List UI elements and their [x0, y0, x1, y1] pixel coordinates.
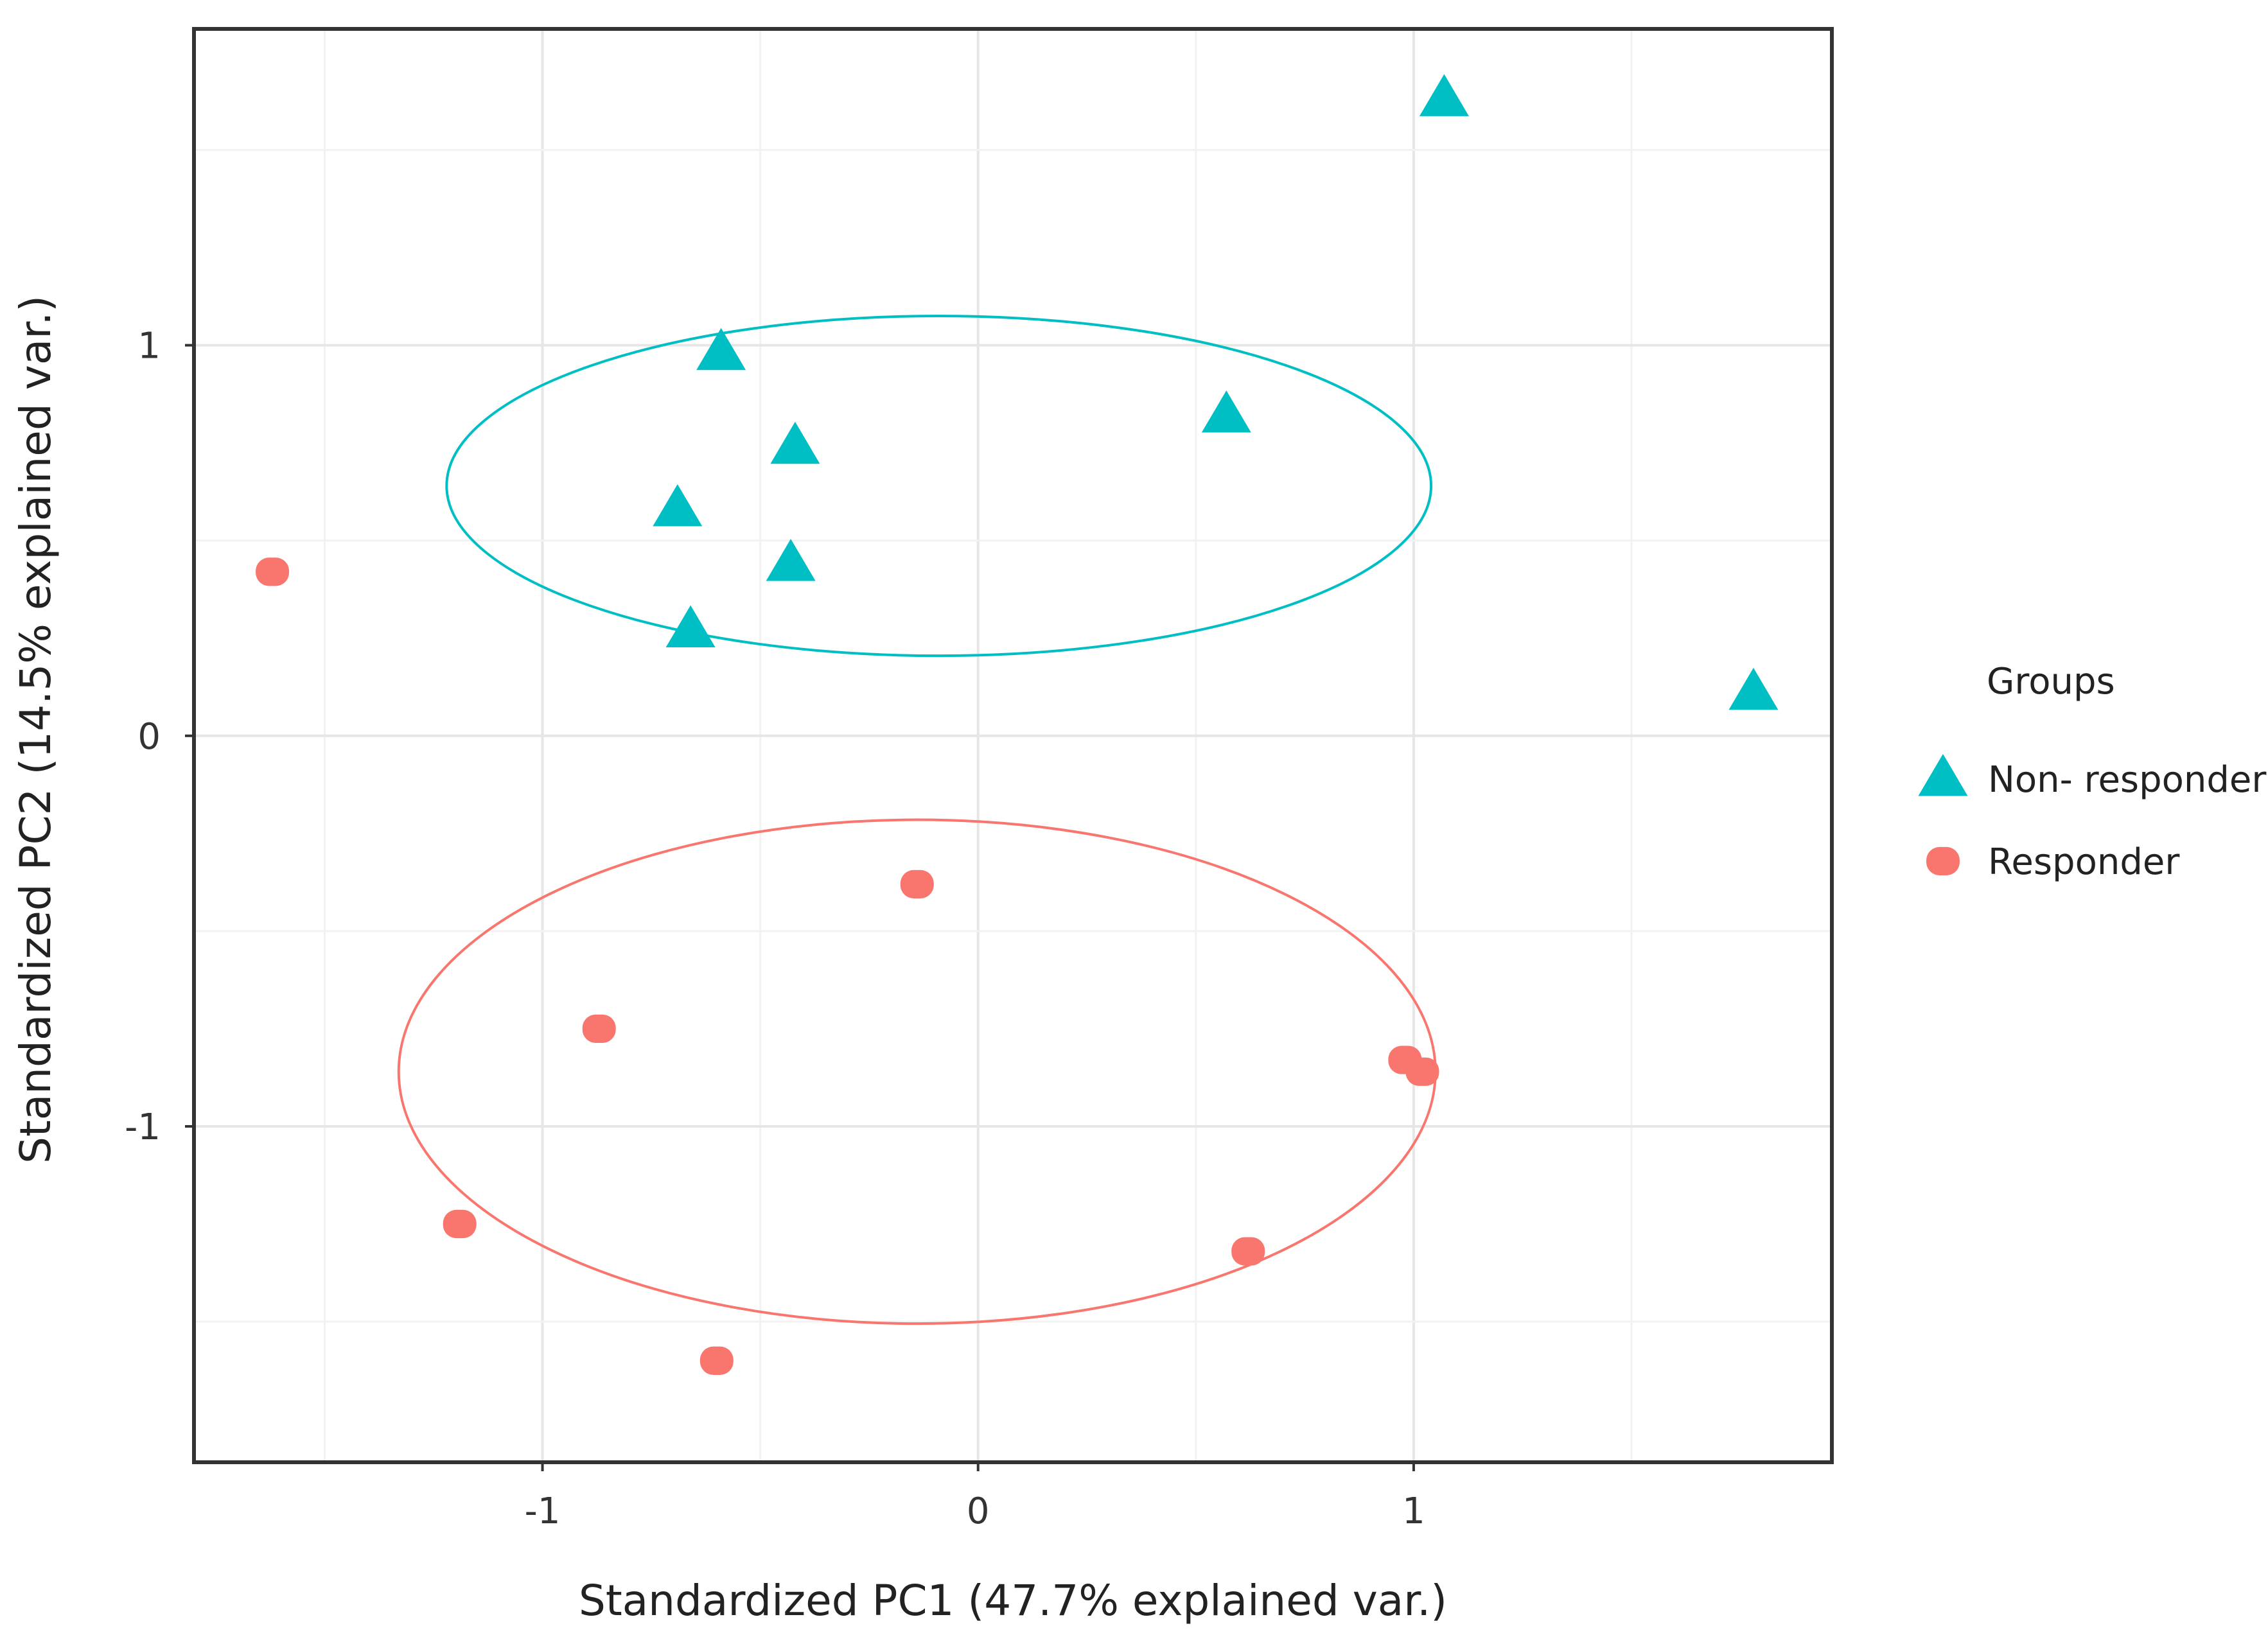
legend: Groups Non- responder Responder — [1918, 661, 2267, 883]
plot-panel-border — [192, 27, 1834, 1464]
legend-title: Groups — [1987, 661, 2115, 703]
grid-layer — [194, 29, 1832, 1462]
legend-key-responder — [1926, 846, 1960, 876]
non-responder-point — [653, 484, 703, 527]
points-layer — [256, 74, 1779, 1375]
non-responder-point — [696, 328, 746, 371]
non-responder-confidence-ellipse — [445, 315, 1433, 658]
legend-label-non-responder: Non- responder — [1988, 759, 2267, 801]
responder-point — [1405, 1057, 1439, 1086]
non-responder-point — [770, 421, 820, 464]
non-responder-point — [766, 539, 816, 581]
x-tick-label: 1 — [1402, 1491, 1425, 1532]
tick-layer: -1 0 1 -1 0 1 — [125, 326, 1425, 1532]
non-responder-point — [1201, 390, 1251, 433]
legend-label-responder: Responder — [1988, 841, 2180, 883]
y-tick-label: 1 — [137, 326, 161, 367]
non-responder-point — [1419, 74, 1469, 116]
responder-point — [699, 1346, 734, 1375]
y-tick-label: -1 — [125, 1106, 161, 1148]
non-responder-point — [1728, 667, 1779, 710]
y-axis-title: Standardized PC2 (14.5% explained var.) — [11, 295, 60, 1164]
non-responder-point — [665, 605, 716, 648]
responder-point — [582, 1014, 616, 1044]
legend-key-non-responder — [1918, 753, 1968, 796]
responder-point — [1231, 1237, 1265, 1266]
legend-items: Non- responder Responder — [1918, 753, 2267, 883]
responder-point — [443, 1209, 477, 1239]
responder-point — [256, 557, 290, 586]
x-tick-label: -1 — [525, 1491, 561, 1532]
x-axis-title: Standardized PC1 (47.7% explained var.) — [579, 1576, 1447, 1625]
responder-point — [900, 870, 934, 899]
y-tick-label: 0 — [137, 716, 161, 758]
x-tick-label: 0 — [967, 1491, 990, 1532]
